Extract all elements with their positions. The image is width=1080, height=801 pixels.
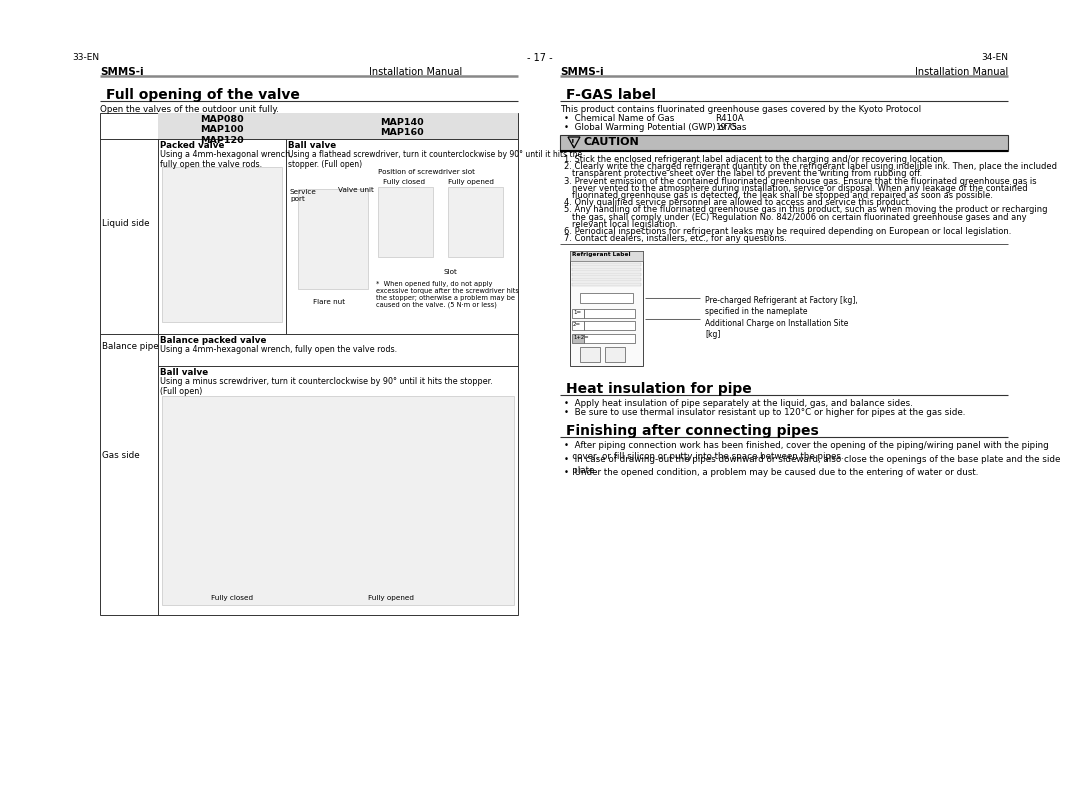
Bar: [572, 334, 584, 344]
Bar: [162, 396, 514, 605]
Bar: [572, 273, 642, 276]
Text: Fully opened: Fully opened: [448, 179, 494, 185]
Text: Gas side: Gas side: [102, 451, 139, 460]
Text: Fully opened: Fully opened: [368, 595, 414, 601]
Bar: [572, 309, 584, 319]
Text: Liquid side: Liquid side: [102, 219, 149, 228]
Bar: [162, 167, 282, 322]
Text: Using a minus screwdriver, turn it counterclockwise by 90° until it hits the sto: Using a minus screwdriver, turn it count…: [160, 377, 492, 396]
Text: •  Be sure to use thermal insulator resistant up to 120°C or higher for pipes at: • Be sure to use thermal insulator resis…: [564, 409, 966, 417]
Text: *  When opened fully, do not apply
excessive torque after the screwdriver hits
t: * When opened fully, do not apply excess…: [376, 281, 518, 308]
Text: Balance packed valve: Balance packed valve: [160, 336, 267, 345]
Text: MAP140
MAP160: MAP140 MAP160: [380, 118, 423, 138]
Bar: [100, 113, 518, 615]
Bar: [378, 187, 433, 257]
Text: •  Apply heat insulation of pipe separately at the liquid, gas, and balance side: • Apply heat insulation of pipe separate…: [564, 400, 913, 409]
Text: Installation Manual: Installation Manual: [915, 67, 1008, 77]
Text: •  Under the opened condition, a problem may be caused due to the entering of wa: • Under the opened condition, a problem …: [564, 469, 978, 477]
Bar: [561, 135, 1008, 151]
Bar: [584, 334, 635, 344]
Text: SMMS-i: SMMS-i: [561, 67, 604, 77]
Text: Refrigerant Label: Refrigerant Label: [572, 252, 631, 257]
Bar: [584, 309, 635, 319]
Bar: [572, 279, 642, 281]
Text: •  Chemical Name of Gas: • Chemical Name of Gas: [564, 114, 674, 123]
Text: relevant local legislation.: relevant local legislation.: [572, 219, 678, 229]
Text: Installation Manual: Installation Manual: [368, 67, 462, 77]
Text: Fully closed: Fully closed: [211, 595, 253, 601]
Text: F-GAS label: F-GAS label: [566, 88, 656, 102]
Text: - 17 -: - 17 -: [527, 53, 553, 63]
Text: transparent protective sheet over the label to prevent the writing from rubbing : transparent protective sheet over the la…: [572, 169, 922, 179]
Bar: [580, 348, 600, 362]
Bar: [605, 348, 625, 362]
Bar: [584, 321, 635, 330]
Text: Additional Charge on Installation Site
[kg]: Additional Charge on Installation Site […: [705, 320, 849, 339]
Text: •  Global Warming Potential (GWP) of Gas: • Global Warming Potential (GWP) of Gas: [564, 123, 746, 132]
Text: !: !: [571, 139, 575, 148]
Bar: [572, 268, 642, 272]
Text: Full opening of the valve: Full opening of the valve: [106, 88, 300, 102]
Bar: [570, 252, 643, 366]
Text: fluorinated greenhouse gas is detected, the leak shall be stopped and repaired a: fluorinated greenhouse gas is detected, …: [572, 191, 993, 200]
Text: 4. Only qualified service personnel are allowed to access and service this produ: 4. Only qualified service personnel are …: [564, 198, 912, 207]
Text: Finishing after connecting pipes: Finishing after connecting pipes: [566, 425, 819, 438]
Text: Service
port: Service port: [291, 189, 316, 202]
Bar: [580, 293, 633, 304]
Bar: [570, 252, 643, 261]
Text: Valve unit: Valve unit: [338, 187, 374, 193]
Text: Fully closed: Fully closed: [383, 179, 426, 185]
Bar: [572, 264, 642, 267]
Bar: [572, 321, 584, 330]
Text: 2=: 2=: [573, 322, 581, 328]
Text: Open the valves of the outdoor unit fully.: Open the valves of the outdoor unit full…: [100, 105, 279, 114]
Bar: [286, 113, 518, 139]
Text: 33-EN: 33-EN: [72, 53, 99, 62]
Text: 6. Periodical inspections for refrigerant leaks may be required depending on Eur: 6. Periodical inspections for refrigeran…: [564, 227, 1011, 236]
Text: This product contains fluorinated greenhouse gases covered by the Kyoto Protocol: This product contains fluorinated greenh…: [561, 105, 921, 114]
Text: 7. Contact dealers, installers, etc., for any questions.: 7. Contact dealers, installers, etc., fo…: [564, 234, 787, 244]
Text: 1+2=: 1+2=: [573, 336, 589, 340]
Text: 3. Prevent emission of the contained fluorinated greenhouse gas. Ensure that the: 3. Prevent emission of the contained flu…: [564, 176, 1037, 186]
Bar: [572, 284, 642, 287]
Bar: [448, 187, 503, 257]
Text: 34-EN: 34-EN: [981, 53, 1008, 62]
Text: never vented to the atmosphere during installation, service or disposal. When an: never vented to the atmosphere during in…: [572, 183, 1028, 193]
Text: Packed valve: Packed valve: [160, 141, 225, 150]
Text: 2. Clearly write the charged refrigerant quantity on the refrigerant label using: 2. Clearly write the charged refrigerant…: [564, 162, 1057, 171]
Text: Position of screwdriver slot: Position of screwdriver slot: [378, 169, 475, 175]
Text: Slot: Slot: [443, 269, 457, 275]
Text: 1. Stick the enclosed refrigerant label adjacent to the charging and/or recoveri: 1. Stick the enclosed refrigerant label …: [564, 155, 946, 164]
Bar: [158, 113, 286, 139]
Text: Ball valve: Ball valve: [288, 141, 336, 150]
Text: Balance pipe: Balance pipe: [102, 342, 159, 351]
Text: Using a 4mm-hexagonal wrench, fully open the valve rods.: Using a 4mm-hexagonal wrench, fully open…: [160, 345, 397, 354]
Text: Using a flathead screwdriver, turn it counterclockwise by 90° until it hits the
: Using a flathead screwdriver, turn it co…: [288, 150, 582, 169]
Text: MAP080
MAP100
MAP120: MAP080 MAP100 MAP120: [200, 115, 244, 145]
Text: Using a 4mm-hexagonal wrench,
fully open the valve rods.: Using a 4mm-hexagonal wrench, fully open…: [160, 150, 293, 169]
Text: Pre-charged Refrigerant at Factory [kg],
specified in the nameplate: Pre-charged Refrigerant at Factory [kg],…: [705, 296, 858, 316]
Text: 5. Any handling of the fluorinated greenhouse gas in this product, such as when : 5. Any handling of the fluorinated green…: [564, 205, 1048, 215]
Text: R410A: R410A: [715, 114, 744, 123]
Text: •  In case of drawing-out the pipes downward or sideward, also close the opening: • In case of drawing-out the pipes downw…: [564, 456, 1061, 475]
Text: the gas, shall comply under (EC) Regulation No. 842/2006 on certain fluorinated : the gas, shall comply under (EC) Regulat…: [572, 212, 1027, 222]
Text: •  After piping connection work has been finished, cover the opening of the pipi: • After piping connection work has been …: [564, 441, 1049, 461]
Text: Heat insulation for pipe: Heat insulation for pipe: [566, 382, 752, 396]
Text: 1=: 1=: [573, 311, 581, 316]
Bar: [298, 189, 368, 289]
Text: 1975: 1975: [715, 123, 738, 132]
Text: Flare nut: Flare nut: [313, 299, 346, 305]
Text: SMMS-i: SMMS-i: [100, 67, 144, 77]
Text: CAUTION: CAUTION: [584, 137, 639, 147]
Text: Ball valve: Ball valve: [160, 368, 208, 377]
